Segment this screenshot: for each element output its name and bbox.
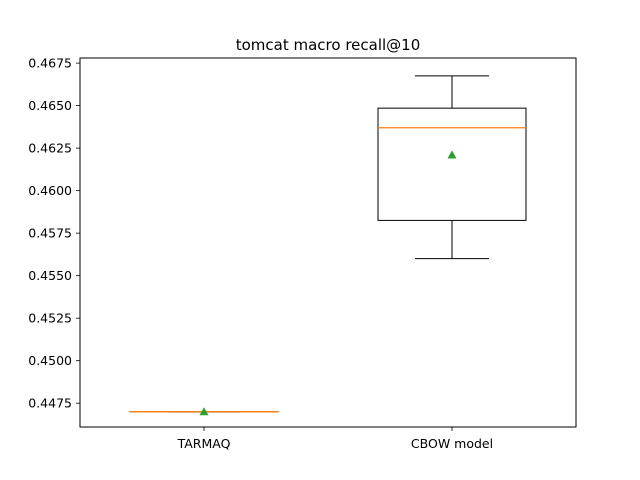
y-tick-label: 0.4625 — [28, 141, 72, 156]
y-tick-label: 0.4575 — [28, 226, 72, 241]
iqr-box — [377, 107, 527, 221]
mean-marker — [447, 150, 457, 159]
y-tick-label: 0.4550 — [28, 268, 72, 283]
box-tarmaq — [129, 407, 279, 416]
y-tick-label: 0.4500 — [28, 353, 72, 368]
plot-area — [129, 75, 527, 416]
chart-title: tomcat macro recall@10 — [236, 36, 421, 54]
y-tick-label: 0.4475 — [28, 396, 72, 411]
x-tick-label: TARMAQ — [177, 436, 231, 451]
box-cbow-model — [377, 75, 527, 260]
x-tick-label: CBOW model — [411, 436, 493, 451]
y-tick-label: 0.4600 — [28, 183, 72, 198]
y-tick-label: 0.4525 — [28, 311, 72, 326]
axes: 0.4475 0.4500 0.4525 0.4550 0.4575 0.4600 0.46… — [28, 56, 577, 451]
y-tick-label: 0.4650 — [28, 98, 72, 113]
mean-marker — [199, 407, 209, 416]
plot-frame — [79, 57, 577, 428]
y-tick-label: 0.4675 — [28, 56, 72, 71]
